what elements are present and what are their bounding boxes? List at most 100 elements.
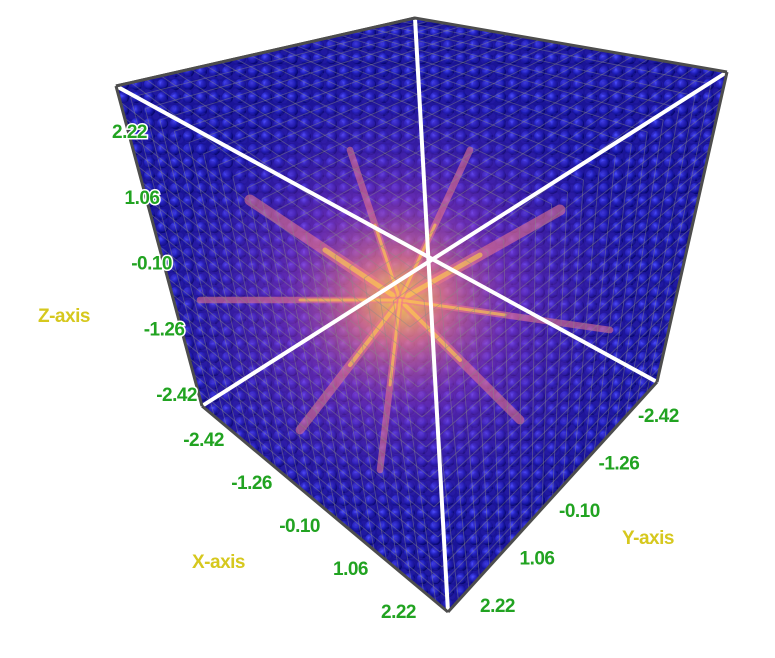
intensity-streak-core [397,252,483,303]
grid-line [261,198,326,510]
grid-line [614,119,664,429]
grid-line [128,133,415,358]
frame-top-front [114,85,204,407]
grid-line [310,41,616,157]
grid-line [158,245,429,463]
grid-line [163,261,431,478]
grid-line [441,335,668,568]
grid-line [433,273,682,508]
x-tick-label: 2.22 [381,602,416,623]
grid-line [541,203,552,509]
grid-line [246,187,314,499]
grid-line [340,34,648,133]
grid-line [319,244,375,551]
x-tick-label: 1.06 [333,559,368,580]
grid-line [552,191,568,498]
grid-line [160,75,457,277]
grid-line [175,309,437,523]
grid-line [439,319,672,553]
z-tick-label: -0.10 [131,254,172,275]
grid-line [154,229,427,448]
grid-line [635,95,696,406]
y-axis-title: Y-axis [622,528,674,549]
grid-line [429,242,689,478]
grid-line [144,108,228,427]
grid-line [175,72,473,265]
grid-line [415,133,714,373]
y-axis-ticks: -2.42 -1.26 -0.10 1.06 2.22 [479,405,681,619]
grid-line [218,36,525,166]
grid-line [167,277,433,493]
grid-line [378,289,424,592]
grid-line [193,373,445,583]
grid-line [290,221,351,530]
grid-line [487,251,501,555]
grid-line [334,58,650,256]
z-tick-label: -1.26 [144,319,185,340]
grid-line [188,31,494,143]
grid-line [203,153,277,468]
grid-line [572,167,600,475]
grid-line [421,180,703,418]
grid-line [295,44,600,169]
grid-line [411,102,721,343]
z-axis-title: Z-axis [38,306,90,327]
grid-line [325,37,632,145]
grid-line [583,155,616,463]
grid-line [349,60,665,268]
grid-line [205,65,504,241]
grid-line [145,197,423,418]
gap-line-3 [413,17,450,613]
grid-line [145,22,447,110]
grid-line [562,179,584,486]
grid-line [503,239,512,544]
grid-line [190,68,488,253]
grid-line [159,25,462,121]
grid-line [646,83,712,394]
frame-back [115,16,416,88]
grid-line [305,232,363,540]
intensity-streak-core [388,298,402,387]
x-tick-label: -0.10 [279,516,320,537]
grid-line [130,20,431,98]
grid-line [184,341,441,553]
point-cloud [116,18,727,612]
grid-line [349,266,400,571]
gap-line-1 [115,84,658,384]
grid-line [593,143,632,452]
intensity-streak-core [398,298,462,362]
x-axis-title: X-axis [192,552,245,573]
grid-line [150,213,425,433]
y-tick-label: 2.22 [480,596,515,617]
grid-line [519,227,522,532]
grid-line [180,325,439,538]
grid-line [250,54,552,205]
grid-line [203,33,509,155]
grid-line [290,50,603,222]
grid-line [247,41,556,189]
grid-line [276,210,338,520]
grid-line [188,142,264,458]
grid-line [604,131,648,440]
grid-line [232,176,301,489]
grid-line [188,357,443,568]
grid-line [423,299,459,601]
grid-line [280,48,584,181]
grid-line [159,119,240,438]
x-axis-ticks: -2.42 -1.26 -0.10 1.06 2.22 [182,429,418,625]
grid-line [427,226,693,463]
frame-right [655,71,729,383]
z-axis-ticks: 2.22 1.06 -0.10 -1.26 -2.42 [111,121,199,408]
grid-line [276,47,587,211]
grid-line [363,63,681,279]
grid-line [137,165,419,388]
grid-line [141,181,421,403]
grid-line [445,366,661,598]
grid-line [173,131,252,448]
grid-line [355,31,664,121]
grid-line [363,278,412,582]
y-tick-label: 1.06 [520,549,555,570]
grid-line [423,195,700,433]
grid-line [235,58,536,217]
grid-line [220,61,520,229]
